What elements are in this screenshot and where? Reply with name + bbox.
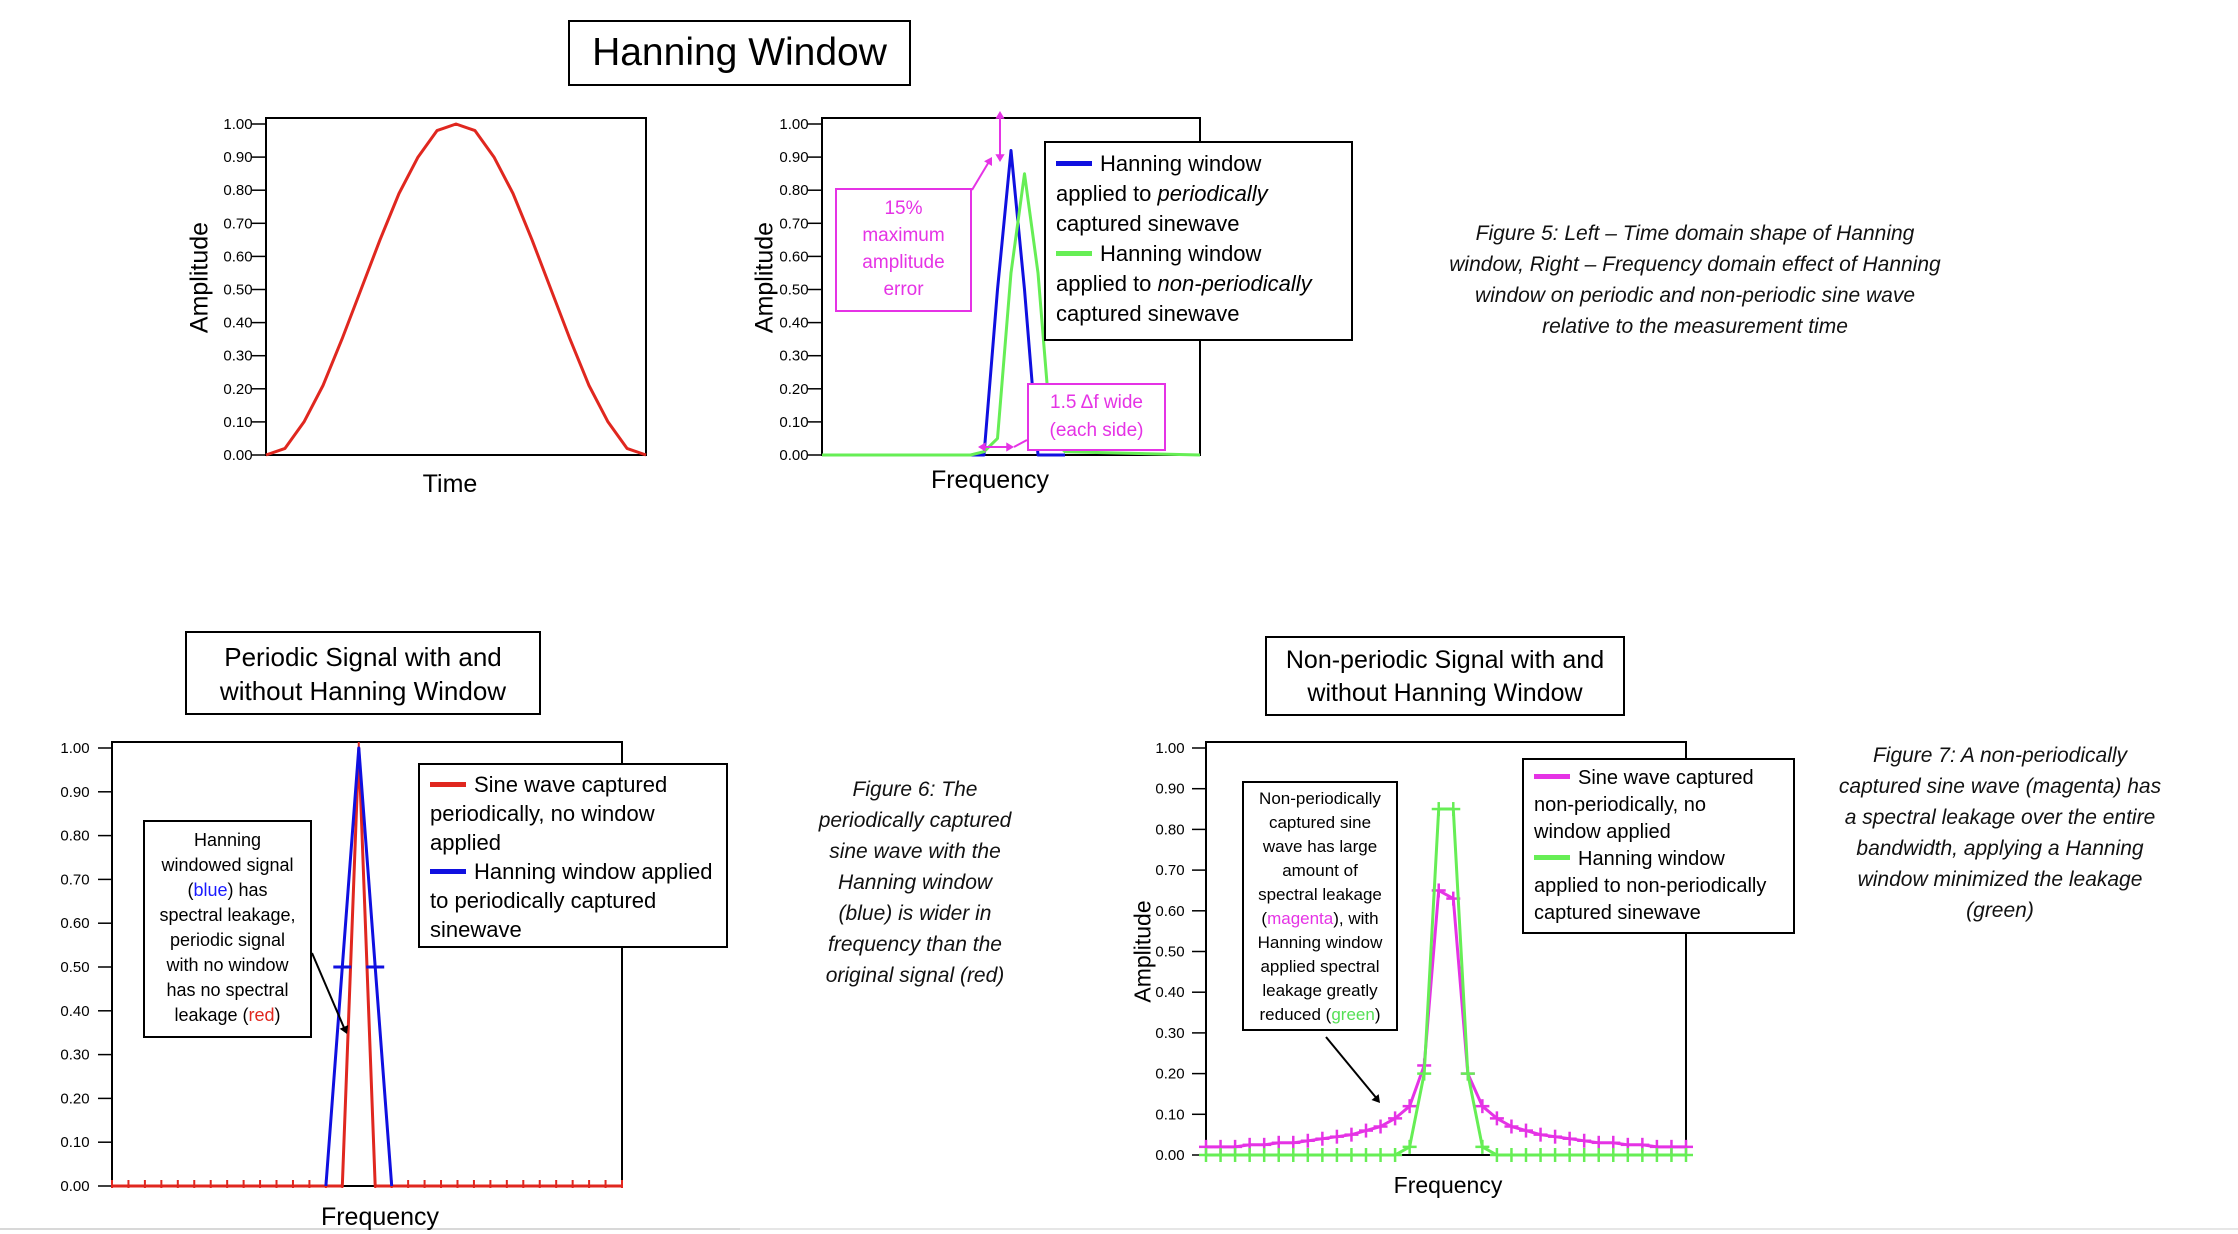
hanning-time-ytick-label: 0.80 [223, 182, 252, 199]
nonperiodic-note-pointer [1325, 1036, 1379, 1101]
legend-entry-blue: Hanning window [1056, 149, 1341, 179]
hanning-freq-ytick-label: 0.30 [779, 348, 808, 365]
periodic-legend: Sine wave captured periodically, no wind… [418, 763, 728, 948]
hanning-freq-ytick-label: 0.00 [779, 447, 808, 464]
nonperiodic-ytick-label: 0.40 [1155, 984, 1184, 1001]
figure-5-caption: Figure 5: Left – Time domain shape of Ha… [1449, 222, 1941, 338]
legend-swatch-green [1534, 855, 1570, 861]
hanning-time-ytick-label: 1.00 [223, 116, 252, 133]
legend-swatch-blue [430, 868, 466, 874]
periodic-note: Hanning windowed signal (blue) has spect… [143, 820, 312, 1038]
legend-entry-green: Hanning window [1534, 846, 1783, 873]
nonperiodic-legend: Sine wave captured non-periodically, no … [1522, 758, 1795, 934]
nonperiodic-xlabel: Frequency [1393, 1172, 1503, 1198]
hanning-time-ytick-label: 0.60 [223, 248, 252, 265]
hanning-freq-ytick-label: 0.60 [779, 248, 808, 265]
hanning-freq-ytick-label: 0.40 [779, 315, 808, 332]
hanning-title: Hanning Window [592, 31, 887, 74]
periodic-ytick-label: 0.90 [60, 784, 89, 801]
nonperiodic-ytick-label: 0.70 [1155, 862, 1184, 879]
periodic-ytick-label: 0.50 [60, 959, 89, 976]
nonperiodic-title-box: Non-periodic Signal with and without Han… [1265, 636, 1625, 716]
hanning-freq-ytick-label: 0.20 [779, 381, 808, 398]
periodic-note-pointer-head [339, 1025, 349, 1034]
nonperiodic-ytick-label: 0.20 [1155, 1066, 1184, 1083]
hanning-time-ytick-label: 0.50 [223, 282, 252, 299]
hanning-freq-ytick-label: 0.50 [779, 282, 808, 299]
periodic-ytick-label: 0.40 [60, 1003, 89, 1020]
hanning-time-xlabel: Time [422, 470, 478, 498]
hanning-time-ytick-label: 0.40 [223, 315, 252, 332]
hanning-time-plot-frame [265, 117, 647, 456]
hanning-time-ytick-label: 0.20 [223, 381, 252, 398]
hanning-freq-ytick-label: 0.10 [779, 414, 808, 431]
figure-6-caption: Figure 6: The periodically captured sine… [818, 778, 1012, 987]
width-pointer-line [1013, 439, 1028, 448]
periodic-ytick-label: 0.20 [60, 1090, 89, 1107]
nonperiodic-note-pointer-head [1371, 1094, 1380, 1103]
hanning-freq-ytick-label: 0.70 [779, 215, 808, 232]
error-arrow-head-bottom [995, 154, 1005, 162]
periodic-title-box: Periodic Signal with and without Hanning… [185, 631, 541, 715]
nonperiodic-series-0-line [1206, 889, 1686, 1149]
hanning-time-ylabel: Amplitude [185, 221, 214, 334]
hanning-freq-legend: Hanning window applied to periodically c… [1044, 141, 1353, 341]
hanning-time-series-0-line [265, 122, 647, 457]
legend-entry-magenta: Sine wave captured [1534, 765, 1783, 792]
periodic-ytick-label: 0.00 [60, 1178, 89, 1195]
note-bandwidth: 1.5 Δf wide (each side) [1027, 383, 1166, 451]
figure-7-caption: Figure 7: A non-periodically captured si… [1838, 744, 2162, 922]
hanning-time-ytick-label: 0.30 [223, 348, 252, 365]
periodic-ytick-label: 1.00 [60, 740, 89, 757]
periodic-ytick-label: 0.80 [60, 828, 89, 845]
periodic-note-pointer [311, 952, 346, 1031]
hanning-freq-ylabel: Amplitude [750, 221, 779, 334]
legend-entry-green: Hanning window [1056, 239, 1341, 269]
legend-swatch-blue [1056, 160, 1092, 166]
periodic-xlabel: Frequency [320, 1203, 440, 1231]
periodic-ytick-label: 0.10 [60, 1134, 89, 1151]
width-arrow-head-left [978, 442, 986, 452]
nonperiodic-ytick-label: 0.10 [1155, 1106, 1184, 1123]
nonperiodic-ytick-label: 1.00 [1155, 740, 1184, 757]
hanning-time-ytick-label: 0.10 [223, 414, 252, 431]
nonperiodic-ytick-label: 0.90 [1155, 781, 1184, 798]
legend-swatch-red [430, 781, 466, 787]
periodic-ytick-label: 0.60 [60, 915, 89, 932]
nonperiodic-series-1-line [1206, 807, 1686, 1157]
nonperiodic-ytick-label: 0.50 [1155, 944, 1184, 961]
hanning-freq-ytick-label: 0.80 [779, 182, 808, 199]
periodic-ytick-label: 0.30 [60, 1047, 89, 1064]
error-pointer-line [971, 159, 991, 191]
nonperiodic-ytick-label: 0.80 [1155, 821, 1184, 838]
width-arrow-head-right [1006, 442, 1014, 452]
note-amplitude-error: 15% maximum amplitude error [835, 188, 972, 312]
legend-entry-blue: Hanning window applied [430, 857, 716, 886]
nonperiodic-note: Non-periodically captured sine wave has … [1242, 781, 1398, 1031]
periodic-ytick-label: 0.70 [60, 871, 89, 888]
periodic-series-1-line [324, 746, 394, 1187]
legend-entry-red: Sine wave captured [430, 770, 716, 799]
legend-swatch-green [1056, 250, 1092, 256]
hanning-freq-xlabel: Frequency [930, 466, 1050, 494]
error-arrow-head-top [995, 111, 1005, 119]
nonperiodic-ytick-label: 0.00 [1155, 1147, 1184, 1164]
nonperiodic-ytick-label: 0.30 [1155, 1025, 1184, 1042]
nonperiodic-ytick-label: 0.60 [1155, 903, 1184, 920]
hanning-freq-ytick-label: 1.00 [779, 116, 808, 133]
error-pointer-head [984, 157, 993, 166]
hanning-freq-ytick-label: 0.90 [779, 149, 808, 166]
chart-hanning-time: 0.00 0.10 0.20 0.30 0.40 0.50 0.60 0.70 0.80 0.90… [223, 116, 647, 464]
nonperiodic-ylabel: Amplitude [1129, 900, 1156, 1003]
hanning-title-box: Hanning Window [568, 20, 911, 86]
hanning-time-ytick-label: 0.00 [223, 447, 252, 464]
legend-swatch-magenta [1534, 774, 1570, 780]
hanning-time-ytick-label: 0.70 [223, 215, 252, 232]
hanning-time-ytick-label: 0.90 [223, 149, 252, 166]
